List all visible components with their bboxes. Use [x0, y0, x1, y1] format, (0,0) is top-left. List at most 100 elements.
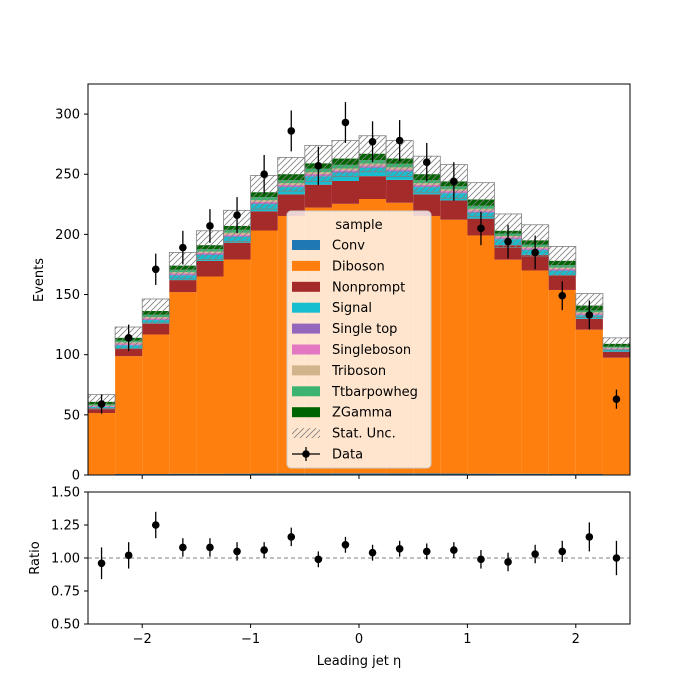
- bar-conv-12: [413, 473, 441, 475]
- main-y-tick-label-3: 150: [55, 288, 80, 303]
- stat-unc-bin-19: [602, 337, 631, 351]
- data-point-18: [585, 311, 594, 319]
- main-y-tick-label-1: 50: [63, 408, 80, 423]
- bar-nonprompt-10: [359, 176, 387, 200]
- ratio-y-axis-label: Ratio: [28, 541, 43, 574]
- data-points: [97, 102, 621, 414]
- legend-label-data: Data: [332, 448, 363, 463]
- ratio-point-2: [151, 521, 160, 529]
- legend-swatch-nonprompt: [292, 281, 320, 292]
- bar-diboson-5: [223, 259, 251, 474]
- main-x-axis-ticks: [141, 475, 577, 479]
- bar-diboson-19: [602, 357, 630, 475]
- ratio-y-tick-label-0: 0.50: [51, 618, 80, 633]
- data-point-11: [395, 136, 404, 145]
- main-y-tick-label-5: 250: [55, 168, 80, 183]
- data-point-10: [368, 137, 377, 146]
- ratio-y-tick-label-4: 1.50: [51, 486, 80, 501]
- data-point-13: [450, 177, 458, 186]
- legend-label-nonprompt: Nonprompt: [332, 280, 405, 295]
- data-point-2: [151, 265, 160, 274]
- ratio-panel: 0.50 0.75 1.00 1.25 1.50 −2 −1 0 1 2 Ratio Leadi…: [28, 486, 631, 669]
- data-point-1: [124, 334, 133, 342]
- ratio-point-15: [504, 558, 512, 566]
- ratio-point-7: [287, 533, 296, 541]
- ratio-x-tick-label-4: 2: [572, 632, 580, 647]
- legend-label-ttbarpowheg: Ttbarpowheg: [331, 385, 418, 400]
- ratio-point-18: [585, 533, 594, 541]
- bar-conv-16: [521, 473, 549, 475]
- legend-swatch-triboson: [292, 365, 320, 376]
- data-point-6: [260, 170, 268, 179]
- ratio-x-tick-label-0: −2: [133, 632, 152, 647]
- legend-label-triboson: Triboson: [331, 364, 386, 379]
- stat-unc-bin-14: [466, 182, 495, 217]
- bar-conv-9: [331, 473, 359, 475]
- bar-nonprompt-19: [602, 351, 630, 358]
- legend-swatch-stat-unc-: [292, 428, 320, 439]
- legend-label-stat-unc-: Stat. Unc.: [332, 427, 396, 442]
- data-point-15: [504, 237, 512, 246]
- bar-diboson-15: [494, 259, 522, 474]
- bar-nonprompt-2: [142, 323, 170, 335]
- main-panel: 0 50 100 150 200 250 300 Events sample Conv Dib…: [32, 83, 631, 484]
- bar-nonprompt-9: [331, 180, 359, 204]
- bar-diboson-13: [440, 219, 468, 474]
- legend-swatch-single-top: [292, 323, 320, 334]
- stat-unc-bin-17: [548, 246, 577, 276]
- legend-swatch-ttbarpowheg: [292, 386, 320, 397]
- data-point-9: [341, 118, 350, 127]
- ratio-point-16: [531, 550, 539, 558]
- bar-conv-5: [223, 473, 251, 475]
- bar-conv-7: [277, 473, 305, 475]
- legend: sample Conv Diboson Nonprompt Signal Single …: [286, 210, 432, 469]
- bar-nonprompt-5: [223, 242, 251, 260]
- ratio-point-19: [612, 554, 621, 562]
- ratio-point-17: [558, 547, 567, 556]
- bar-conv-14: [467, 473, 495, 475]
- ratio-point-0: [97, 559, 106, 568]
- ratio-y-tick-label-3: 1.25: [51, 519, 80, 534]
- data-point-16: [531, 248, 539, 257]
- legend-swatch-data: [302, 450, 310, 458]
- bar-diboson-3: [169, 292, 197, 474]
- ratio-point-5: [233, 547, 241, 556]
- bar-nonprompt-11: [386, 179, 414, 203]
- bar-conv-8: [304, 473, 332, 475]
- ratio-point-14: [477, 555, 485, 564]
- bar-nonprompt-4: [196, 260, 224, 277]
- legend-swatch-singleboson: [292, 344, 320, 355]
- main-y-tick-label-2: 100: [55, 348, 80, 363]
- ratio-point-1: [124, 551, 133, 560]
- main-y-tick-label-4: 200: [55, 228, 80, 243]
- ratio-point-4: [206, 543, 214, 552]
- legend-box: [286, 210, 432, 469]
- ratio-y-tick-label-2: 1.00: [51, 552, 80, 567]
- ratio-point-3: [179, 543, 187, 552]
- ratio-y-axis-ticks: 0.50 0.75 1.00 1.25 1.50: [51, 486, 88, 633]
- data-point-5: [233, 211, 241, 219]
- bar-nonprompt-8: [304, 184, 332, 208]
- main-y-tick-label-6: 300: [55, 108, 80, 123]
- ratio-point-6: [260, 546, 268, 554]
- bar-conv-4: [196, 473, 224, 475]
- stat-unc-bin-7: [277, 156, 306, 192]
- main-y-tick-label-0: 0: [72, 469, 80, 484]
- ratio-x-axis-ticks: −2 −1 0 1 2: [133, 624, 580, 647]
- bar-nonprompt-6: [250, 211, 278, 231]
- data-point-14: [477, 224, 485, 233]
- bar-nonprompt-13: [440, 200, 468, 220]
- data-point-17: [558, 291, 567, 300]
- legend-swatch-diboson: [292, 260, 320, 271]
- bar-diboson-16: [521, 270, 549, 474]
- legend-swatch-zgamma: [292, 407, 320, 418]
- bar-signal-19: [602, 349, 630, 352]
- legend-swatch-signal: [292, 302, 320, 313]
- legend-label-conv: Conv: [332, 239, 365, 254]
- bar-conv-10: [359, 473, 387, 475]
- legend-label-signal: Signal: [332, 301, 372, 316]
- bar-diboson-14: [467, 235, 495, 474]
- legend-label-single-top: Single top: [332, 322, 397, 337]
- data-point-3: [179, 243, 187, 252]
